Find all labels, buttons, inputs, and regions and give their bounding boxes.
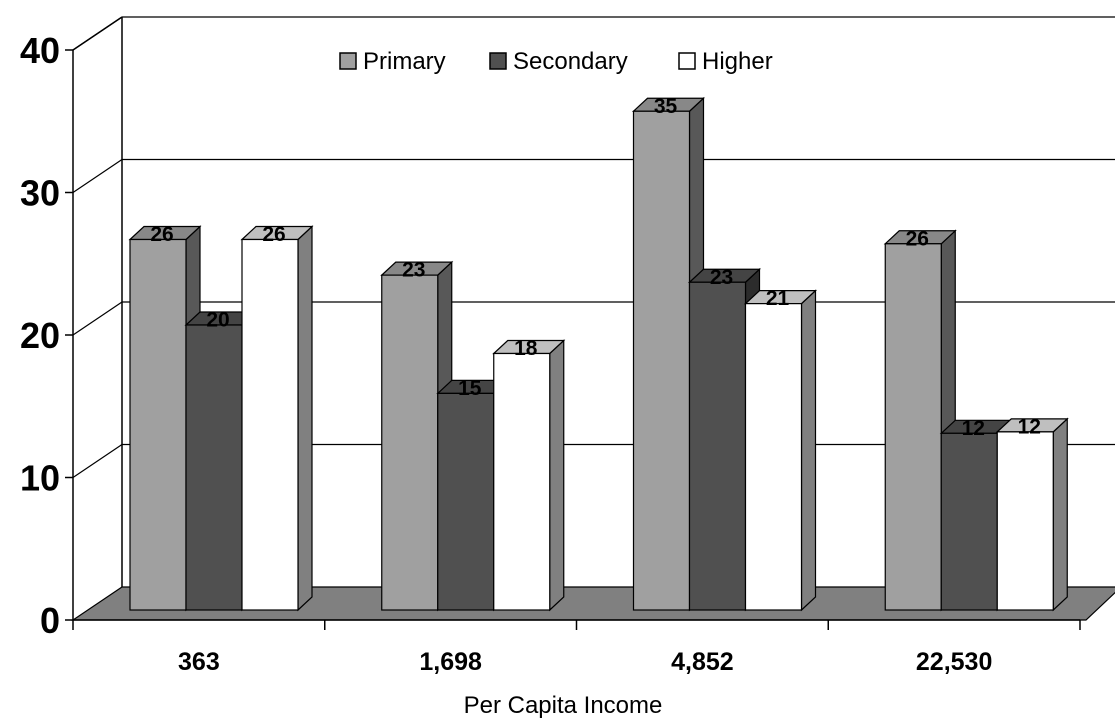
x-tick-label: 363 xyxy=(178,648,220,676)
bar-side xyxy=(549,339,565,612)
bar xyxy=(744,303,803,611)
bar-side xyxy=(1052,417,1068,612)
data-label: 26 xyxy=(150,223,173,246)
gridline-side xyxy=(72,301,123,336)
x-tick-labels: 363 1,698 4,852 22,530 xyxy=(178,648,992,676)
x-axis-title: Per Capita Income xyxy=(464,692,663,719)
x-tick-label: 1,698 xyxy=(419,648,482,676)
bar xyxy=(632,110,691,611)
y-tick-label: 30 xyxy=(20,173,60,214)
bar xyxy=(437,392,495,611)
bar xyxy=(884,243,942,611)
legend-label: Primary xyxy=(363,48,446,75)
x-tick-label: 22,530 xyxy=(916,648,992,676)
bar xyxy=(381,274,439,611)
chart-walls xyxy=(72,16,123,587)
data-label: 20 xyxy=(206,309,229,332)
legend-label: Secondary xyxy=(513,48,628,75)
axes xyxy=(65,49,1081,630)
bar xyxy=(185,324,243,611)
data-label: 12 xyxy=(962,417,985,440)
bar xyxy=(940,432,998,611)
data-label: 18 xyxy=(514,337,538,360)
legend-label: Higher xyxy=(702,48,773,75)
gridline-side xyxy=(72,159,123,193)
data-label: 15 xyxy=(458,377,482,400)
bar xyxy=(129,238,187,611)
y-tick-label: 0 xyxy=(40,600,60,641)
y-tick-labels: 0 10 20 30 40 xyxy=(20,30,60,641)
legend: Primary Secondary Higher xyxy=(339,48,773,75)
data-label: 26 xyxy=(262,223,285,246)
legend-swatch xyxy=(489,52,507,70)
data-label: 23 xyxy=(710,266,733,289)
bar xyxy=(241,238,299,611)
gridline-side xyxy=(72,444,123,478)
data-label: 26 xyxy=(906,227,929,250)
data-labels: 26 20 26 23 15 18 35 23 21 26 12 12 xyxy=(150,95,1041,440)
legend-swatch xyxy=(339,52,357,70)
legend-swatch xyxy=(678,52,696,70)
bar-side xyxy=(800,289,817,612)
data-label: 21 xyxy=(766,287,790,310)
bar xyxy=(996,431,1054,611)
x-tick-label: 4,852 xyxy=(671,648,734,676)
gridline-side xyxy=(72,16,123,51)
bars xyxy=(128,96,1069,612)
y-tick-label: 10 xyxy=(20,458,60,499)
bar-side xyxy=(297,225,313,612)
y-tick-label: 40 xyxy=(20,30,60,71)
data-label: 35 xyxy=(654,95,678,118)
y-tick-label: 20 xyxy=(20,315,60,356)
bar xyxy=(493,352,551,611)
bar xyxy=(688,281,747,611)
data-label: 23 xyxy=(402,259,425,282)
data-label: 12 xyxy=(1018,415,1041,438)
